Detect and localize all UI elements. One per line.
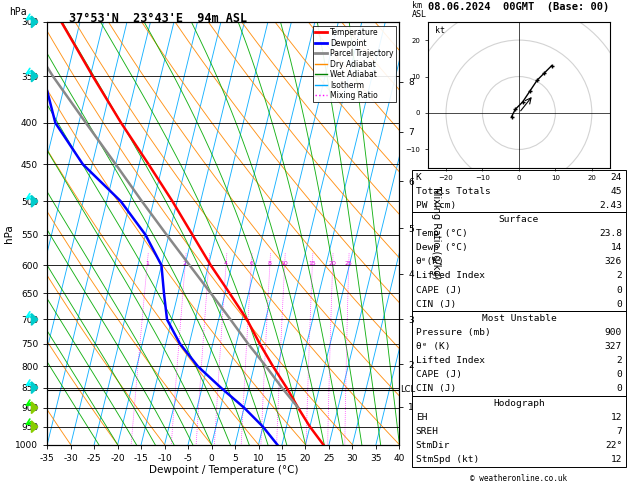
Text: PW (cm): PW (cm) [416, 201, 456, 210]
Text: km
ASL: km ASL [412, 1, 427, 19]
Text: © weatheronline.co.uk: © weatheronline.co.uk [470, 474, 567, 483]
Text: 15: 15 [308, 260, 316, 266]
Text: Surface: Surface [499, 215, 539, 224]
Text: Most Unstable: Most Unstable [482, 314, 556, 323]
Text: 900: 900 [605, 328, 622, 337]
Text: CIN (J): CIN (J) [416, 300, 456, 309]
Text: 24: 24 [611, 173, 622, 182]
Text: θᵉ (K): θᵉ (K) [416, 342, 450, 351]
Text: Temp (°C): Temp (°C) [416, 229, 467, 238]
Text: Dewp (°C): Dewp (°C) [416, 243, 467, 252]
Text: CAPE (J): CAPE (J) [416, 370, 462, 379]
Text: LCL: LCL [400, 385, 415, 394]
Text: 20: 20 [328, 260, 337, 266]
Text: 37°53'N  23°43'E  94m ASL: 37°53'N 23°43'E 94m ASL [69, 12, 247, 25]
Text: SREH: SREH [416, 427, 439, 436]
Text: 0: 0 [616, 300, 622, 309]
Text: 45: 45 [611, 187, 622, 196]
Text: 10: 10 [281, 260, 288, 266]
Text: 12: 12 [611, 413, 622, 422]
Text: CAPE (J): CAPE (J) [416, 286, 462, 295]
Text: 23.8: 23.8 [599, 229, 622, 238]
Text: 326: 326 [605, 258, 622, 266]
Text: 2: 2 [616, 272, 622, 280]
Text: StmSpd (kt): StmSpd (kt) [416, 455, 479, 464]
Text: 2: 2 [183, 260, 187, 266]
Legend: Temperature, Dewpoint, Parcel Trajectory, Dry Adiabat, Wet Adiabat, Isotherm, Mi: Temperature, Dewpoint, Parcel Trajectory… [313, 26, 396, 103]
Y-axis label: hPa: hPa [4, 224, 14, 243]
Text: 2: 2 [616, 356, 622, 365]
Text: EH: EH [416, 413, 427, 422]
Text: 4: 4 [224, 260, 228, 266]
Text: 6: 6 [249, 260, 253, 266]
Text: 0: 0 [616, 370, 622, 379]
Text: Hodograph: Hodograph [493, 399, 545, 408]
Y-axis label: Mixing Ratio (g/kg): Mixing Ratio (g/kg) [431, 187, 441, 279]
Text: 3: 3 [206, 260, 211, 266]
Text: 327: 327 [605, 342, 622, 351]
Text: 0: 0 [616, 384, 622, 393]
Text: θᵉ(K): θᵉ(K) [416, 258, 445, 266]
Text: 25: 25 [345, 260, 353, 266]
Text: kt: kt [435, 26, 445, 35]
Text: hPa: hPa [9, 7, 27, 17]
Text: Totals Totals: Totals Totals [416, 187, 491, 196]
Text: CIN (J): CIN (J) [416, 384, 456, 393]
Text: Pressure (mb): Pressure (mb) [416, 328, 491, 337]
Text: Lifted Index: Lifted Index [416, 272, 485, 280]
Text: 1: 1 [145, 260, 149, 266]
Text: 7: 7 [616, 427, 622, 436]
Text: StmDir: StmDir [416, 441, 450, 450]
Text: 2.43: 2.43 [599, 201, 622, 210]
Text: 0: 0 [616, 286, 622, 295]
Text: 14: 14 [611, 243, 622, 252]
Text: Lifted Index: Lifted Index [416, 356, 485, 365]
X-axis label: Dewpoint / Temperature (°C): Dewpoint / Temperature (°C) [148, 466, 298, 475]
Text: 08.06.2024  00GMT  (Base: 00): 08.06.2024 00GMT (Base: 00) [428, 2, 610, 12]
Text: 22°: 22° [605, 441, 622, 450]
Text: K: K [416, 173, 421, 182]
Text: 8: 8 [268, 260, 272, 266]
Text: 12: 12 [611, 455, 622, 464]
